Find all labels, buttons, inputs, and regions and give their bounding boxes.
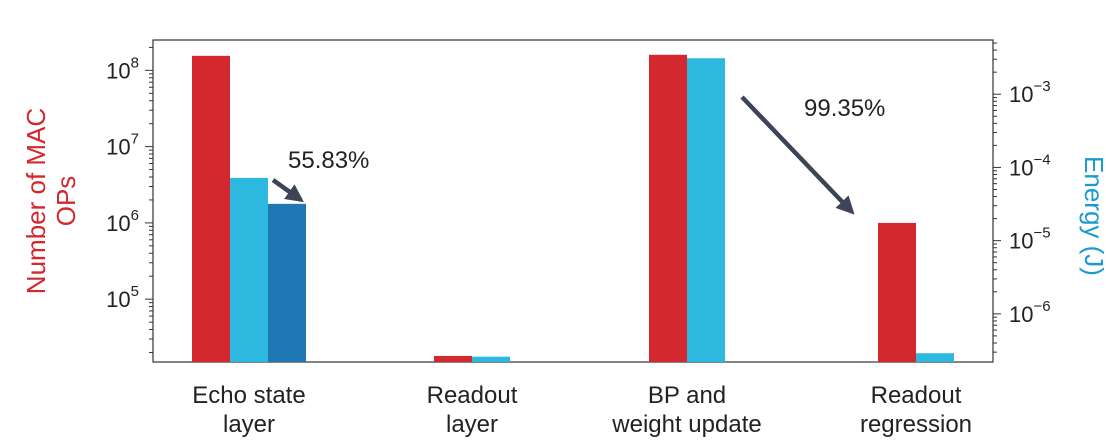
left-axis: 105 106 107 108 xyxy=(106,46,153,353)
bar-3-series-1 xyxy=(916,353,954,362)
bar-2-series-0 xyxy=(649,54,687,363)
category-label: layer xyxy=(223,411,275,438)
y2-axis-title: Energy (J) xyxy=(1079,156,1106,276)
tick-label: 10−5 xyxy=(1009,225,1051,254)
tick-label: 10−6 xyxy=(1009,298,1051,327)
y-axis-title: Number of MACOPs xyxy=(21,108,81,294)
plot-frame xyxy=(152,39,994,363)
annotation-label: 55.83% xyxy=(288,147,369,174)
category-label: Echo state xyxy=(192,382,305,409)
bars-group xyxy=(192,54,954,363)
tick-label: 107 xyxy=(106,131,139,160)
category-label: Readout xyxy=(427,382,518,409)
axis-titles: Number of MACOPs Energy (J) xyxy=(21,108,1106,294)
bar-1-series-1 xyxy=(472,356,510,362)
annotation-arrow xyxy=(740,95,855,215)
bar-3-series-0 xyxy=(878,222,916,362)
tick-label: 106 xyxy=(106,207,139,236)
annotation-label: 99.35% xyxy=(804,95,885,122)
bar-1-series-0 xyxy=(434,355,472,362)
category-label: weight update xyxy=(611,411,761,438)
annotation-arrows: 55.83% 99.35% xyxy=(271,95,885,215)
right-axis: 10−6 10−5 10−4 10−3 xyxy=(993,42,1051,353)
bar-0-series-0 xyxy=(192,55,230,363)
bar-0-series-1 xyxy=(230,177,268,362)
bar-0-series-2 xyxy=(268,203,306,362)
tick-label: 10−3 xyxy=(1009,78,1051,107)
annotation-arrow xyxy=(271,178,304,203)
tick-label: 108 xyxy=(106,54,139,83)
category-label: regression xyxy=(860,411,972,438)
category-label: BP and xyxy=(648,382,726,409)
category-label: layer xyxy=(446,411,498,438)
bar-2-series-1 xyxy=(687,58,725,362)
category-label: Readout xyxy=(871,382,962,409)
tick-label: 105 xyxy=(106,283,139,312)
tick-label: 10−4 xyxy=(1009,151,1051,180)
